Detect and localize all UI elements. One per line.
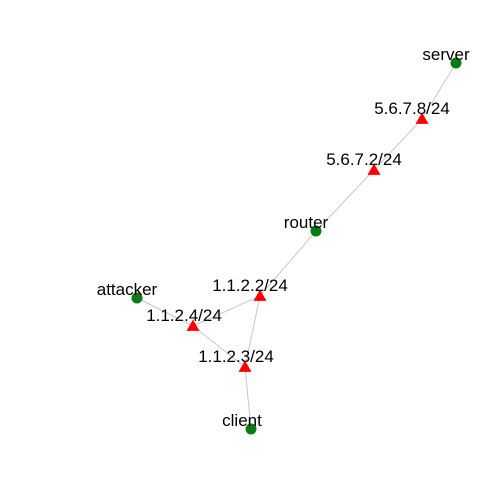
edge-if-1124-if-1123 bbox=[192, 325, 246, 368]
node-label-if-1122: 1.1.2.2/24 bbox=[212, 276, 288, 295]
node-label-attacker: attacker bbox=[97, 280, 158, 299]
edge-if-1123-client bbox=[244, 366, 252, 430]
node-label-if-1123: 1.1.2.3/24 bbox=[198, 347, 274, 366]
edge-if-5672-router bbox=[315, 169, 375, 232]
edge-if-1122-if-1124 bbox=[192, 295, 261, 327]
node-layer bbox=[131, 57, 462, 435]
edge-layer bbox=[136, 62, 457, 430]
edge-if-1122-if-1123 bbox=[244, 295, 261, 368]
node-label-if-5678: 5.6.7.8/24 bbox=[374, 99, 450, 118]
node-label-router: router bbox=[284, 213, 329, 232]
edge-server-if-5678 bbox=[421, 62, 457, 120]
interface-node-if-1122 bbox=[253, 289, 267, 301]
interface-node-if-5672 bbox=[367, 163, 381, 175]
edge-router-if-1122 bbox=[259, 230, 317, 297]
host-node-server bbox=[450, 57, 462, 69]
edge-if-5678-if-5672 bbox=[373, 118, 423, 171]
interface-node-if-1123 bbox=[238, 360, 252, 372]
node-label-client: client bbox=[222, 411, 262, 430]
interface-node-if-5678 bbox=[415, 112, 429, 124]
host-node-router bbox=[310, 225, 322, 237]
node-label-server: server bbox=[422, 45, 470, 64]
node-label-if-1124: 1.1.2.4/24 bbox=[146, 306, 222, 325]
node-label-if-5672: 5.6.7.2/24 bbox=[326, 150, 402, 169]
interface-node-if-1124 bbox=[186, 319, 200, 331]
host-node-attacker bbox=[131, 292, 143, 304]
label-layer: server 5.6.7.8/24 5.6.7.2/24 router 1.1.2.2/… bbox=[97, 45, 470, 430]
host-node-client bbox=[245, 423, 257, 435]
edge-attacker-if-1124 bbox=[136, 297, 194, 327]
